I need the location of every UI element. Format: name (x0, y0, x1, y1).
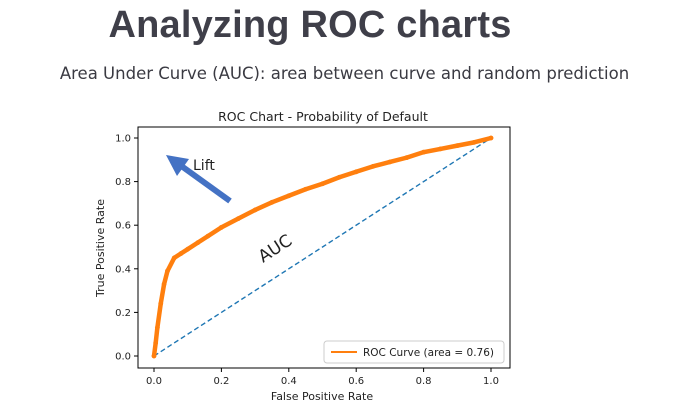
roc-curve-point (171, 255, 177, 261)
roc-curve-point (320, 181, 325, 187)
roc-curve-point (252, 207, 258, 213)
x-tick-label: 0.0 (146, 376, 162, 387)
legend-box (323, 340, 505, 364)
roc-curve-point (488, 135, 494, 141)
legend-entry-label: ROC Curve (area = 0.76) (363, 347, 494, 359)
roc-curve-point (165, 268, 170, 274)
y-tick-label: 0.8 (115, 177, 131, 188)
roc-curve-point (219, 224, 224, 230)
roc-curve-point (269, 199, 275, 205)
roc-curve-point (154, 325, 160, 331)
roc-curve-point (438, 146, 443, 152)
x-tick-label: 0.8 (416, 376, 432, 387)
x-tick-label: 0.4 (281, 376, 297, 387)
roc-curve-point (153, 340, 159, 346)
lift-annotation: Lift (193, 158, 215, 174)
roc-curve-point (454, 143, 460, 149)
roc-curve-point (471, 139, 477, 145)
roc-curve-point (205, 233, 211, 239)
random-prediction-line (153, 137, 492, 357)
series-layer (151, 135, 494, 359)
arrow-up-left-icon (166, 155, 232, 204)
roc-curve-point (185, 246, 191, 252)
y-tick-label: 1.0 (115, 134, 131, 145)
roc-curve-point (195, 240, 201, 246)
plot-frame (137, 126, 511, 369)
roc-curve-point (387, 159, 393, 165)
roc-curve-line (151, 135, 494, 359)
legend: ROC Curve (area = 0.76) (323, 340, 505, 364)
x-tick-label: 0.2 (213, 376, 229, 387)
y-tick-label: 0.0 (115, 352, 131, 363)
roc-curve-point (336, 174, 342, 180)
y-axis-label: True Positive Rate (94, 199, 107, 298)
slide-title: Analyzing ROC charts (108, 4, 512, 46)
y-tick-label: 0.4 (115, 264, 131, 275)
auc-annotation: AUC (255, 231, 296, 267)
roc-curve-point (235, 216, 241, 222)
roc-curve-point (151, 353, 157, 359)
x-tick-label: 0.6 (348, 376, 364, 387)
roc-curve-point (161, 281, 167, 287)
x-axis-ticks: 0.0 0.2 0.4 0.6 0.8 1.0 (146, 368, 499, 387)
y-axis-ticks: 0.0 0.2 0.4 0.6 0.8 1.0 (115, 134, 138, 363)
roc-curve-point (421, 149, 426, 155)
roc-curve-point (404, 155, 410, 161)
slide-subtitle: Area Under Curve (AUC): area between cur… (59, 64, 630, 83)
roc-curve-point (158, 301, 164, 307)
roc-curve-point (370, 163, 376, 169)
chart-title: ROC Chart - Probability of Default (218, 109, 428, 124)
roc-curve-point (303, 186, 309, 192)
y-tick-label: 0.2 (115, 308, 131, 319)
roc-curve-point (353, 169, 359, 175)
y-tick-label: 0.6 (115, 221, 131, 232)
x-axis-label: False Positive Rate (271, 390, 373, 403)
x-tick-label: 1.0 (483, 376, 499, 387)
roc-curve-point (286, 193, 292, 199)
roc-curve-point (178, 251, 184, 256)
